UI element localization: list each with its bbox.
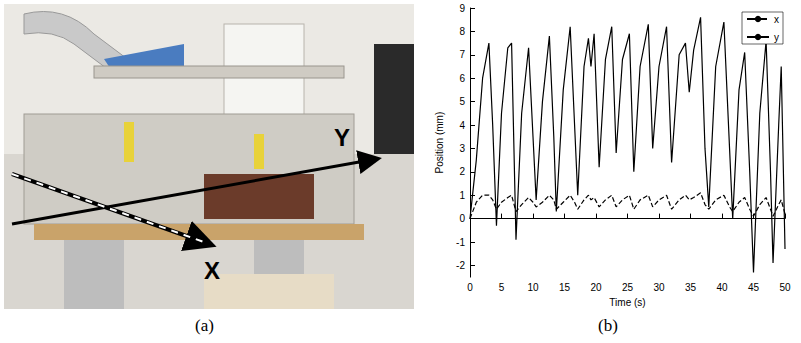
svg-text:8: 8 xyxy=(459,26,465,37)
svg-text:-2: -2 xyxy=(456,260,465,271)
html-text:(b): (b) xyxy=(598,316,618,335)
svg-text:20: 20 xyxy=(590,282,602,293)
svg-text:6: 6 xyxy=(459,73,465,84)
svg-text:4: 4 xyxy=(459,120,465,131)
svg-text:5: 5 xyxy=(499,282,505,293)
svg-text:2: 2 xyxy=(459,166,465,177)
svg-text:x: x xyxy=(774,14,779,25)
svg-text:50: 50 xyxy=(779,282,791,293)
html-text:(a): (a) xyxy=(195,316,214,335)
svg-text:7: 7 xyxy=(459,49,465,60)
svg-text:5: 5 xyxy=(459,96,465,107)
svg-text:Time (s): Time (s) xyxy=(609,297,645,308)
svg-text:15: 15 xyxy=(559,282,571,293)
svg-text:3: 3 xyxy=(459,143,465,154)
svg-text:35: 35 xyxy=(685,282,697,293)
svg-text:30: 30 xyxy=(653,282,665,293)
svg-text:40: 40 xyxy=(716,282,728,293)
svg-text:Y: Y xyxy=(334,124,350,151)
svg-text:y: y xyxy=(774,32,779,43)
svg-text:9: 9 xyxy=(459,3,465,14)
svg-text:-1: -1 xyxy=(456,237,465,248)
svg-text:X: X xyxy=(204,257,220,284)
svg-text:0: 0 xyxy=(467,282,473,293)
svg-text:45: 45 xyxy=(748,282,760,293)
svg-text:0: 0 xyxy=(459,213,465,224)
svg-text:Position (mm): Position (mm) xyxy=(434,112,445,174)
svg-text:25: 25 xyxy=(622,282,634,293)
svg-text:1: 1 xyxy=(459,190,465,201)
svg-text:10: 10 xyxy=(527,282,539,293)
